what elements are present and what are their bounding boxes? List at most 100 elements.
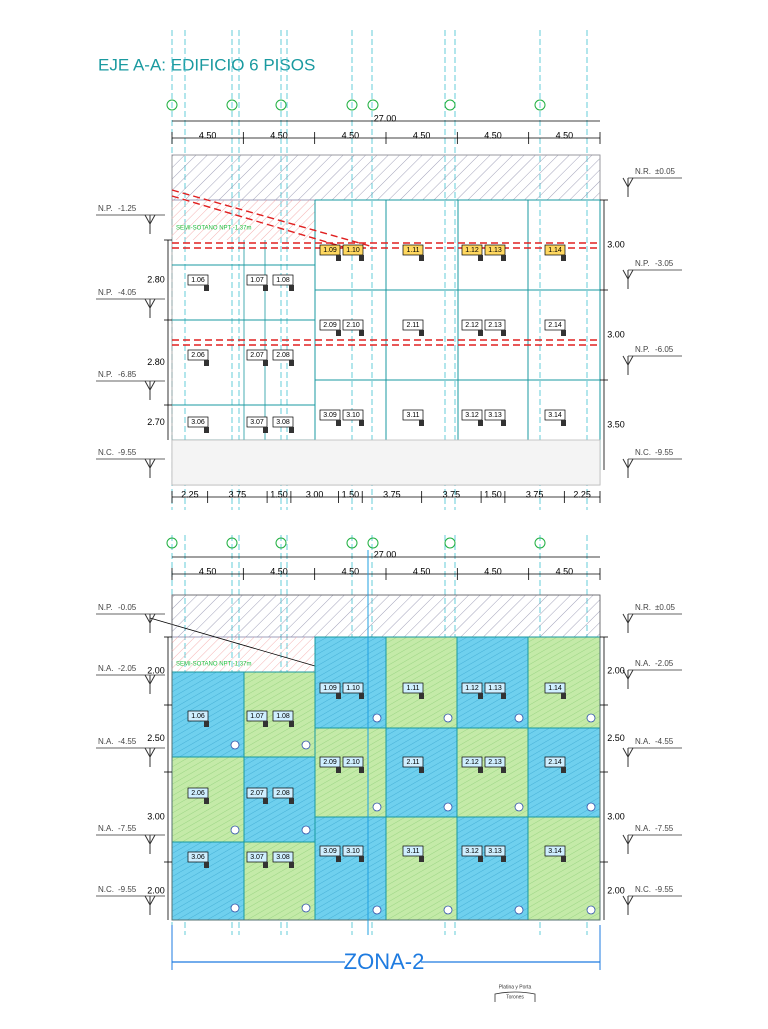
duct bbox=[372, 802, 382, 812]
dimension: 4.50 bbox=[556, 566, 574, 576]
anchor bbox=[289, 360, 294, 366]
cell-label: 3.13 bbox=[488, 848, 502, 855]
cell-label: 2.12 bbox=[465, 759, 479, 766]
level-elev: -9.55 bbox=[118, 448, 137, 457]
anchor bbox=[501, 420, 506, 426]
cell-tag bbox=[272, 416, 294, 428]
dimension: 2.00 bbox=[607, 885, 625, 895]
legend-text: Torones bbox=[506, 994, 524, 1000]
level-marker bbox=[144, 380, 156, 400]
anchor bbox=[501, 767, 506, 773]
anchor bbox=[263, 285, 268, 291]
duct bbox=[230, 903, 240, 913]
cell-tag bbox=[187, 416, 209, 428]
axis-bubble bbox=[444, 99, 456, 111]
zone-label: ZONA-2 bbox=[344, 949, 425, 974]
dimension: 3.00 bbox=[607, 239, 625, 249]
title: EJE A-A: EDIFICIO 6 PISOS bbox=[98, 55, 315, 74]
axis-bubble bbox=[166, 537, 178, 549]
anchor bbox=[359, 420, 364, 426]
roof-band bbox=[171, 154, 601, 201]
level-elev: -4.55 bbox=[118, 737, 137, 746]
cell-tag bbox=[187, 787, 209, 799]
duct bbox=[586, 802, 596, 812]
cell-label: 1.10 bbox=[346, 247, 360, 254]
level-elev: -0.05 bbox=[118, 603, 137, 612]
dimension: 3.50 bbox=[607, 419, 625, 429]
anchor bbox=[419, 856, 424, 862]
cell-label: 3.09 bbox=[323, 848, 337, 855]
cell-label: 2.12 bbox=[465, 322, 479, 329]
dimension: 4.50 bbox=[270, 130, 288, 140]
cell-tag bbox=[319, 756, 341, 768]
axis-bubble bbox=[367, 537, 379, 549]
duct bbox=[514, 802, 524, 812]
note: SEMI-SOTANO NPT -1.37m bbox=[176, 226, 251, 232]
cell-tag bbox=[319, 244, 341, 256]
anchor bbox=[289, 798, 294, 804]
level-elev: -7.55 bbox=[655, 824, 674, 833]
level-name: N.P. bbox=[635, 345, 650, 354]
level-marker bbox=[144, 214, 156, 234]
anchor bbox=[478, 767, 483, 773]
level-name: N.A. bbox=[98, 737, 114, 746]
dimension: 2.80 bbox=[147, 357, 165, 367]
cell-label: 2.08 bbox=[276, 352, 290, 359]
anchor bbox=[204, 862, 209, 868]
dimension: 4.50 bbox=[342, 566, 360, 576]
dimension: 3.00 bbox=[147, 811, 165, 821]
basement-hatch bbox=[172, 200, 315, 240]
cell-label: 1.07 bbox=[250, 277, 264, 284]
cell-tag bbox=[187, 851, 209, 863]
level-elev: -6.85 bbox=[118, 370, 137, 379]
cell-label: 2.13 bbox=[488, 759, 502, 766]
cell-label: 2.11 bbox=[406, 322, 419, 329]
cell-tag bbox=[342, 682, 364, 694]
cell-label: 2.14 bbox=[548, 322, 562, 329]
cell-tag bbox=[484, 756, 506, 768]
cell-label: 2.10 bbox=[346, 759, 360, 766]
level-name: N.C. bbox=[635, 885, 651, 894]
dimension: 4.50 bbox=[413, 566, 431, 576]
note: SEMI-SOTANO NPT -1.37m bbox=[176, 662, 251, 668]
anchor bbox=[359, 330, 364, 336]
cell-label: 3.08 bbox=[276, 419, 290, 426]
anchor bbox=[561, 255, 566, 261]
basement-hatch bbox=[172, 637, 315, 672]
cell-label: 2.06 bbox=[191, 352, 205, 359]
cell-tag bbox=[544, 409, 566, 421]
anchor bbox=[204, 360, 209, 366]
legend-box bbox=[494, 991, 536, 1002]
anchor bbox=[336, 856, 341, 862]
duct bbox=[443, 713, 453, 723]
level-marker bbox=[144, 834, 156, 854]
dimension: 4.50 bbox=[199, 566, 217, 576]
level-elev: -3.05 bbox=[655, 259, 674, 268]
cell-tag bbox=[402, 244, 424, 256]
cell-label: 3.10 bbox=[346, 412, 360, 419]
cell-tag bbox=[342, 319, 364, 331]
cell-tag bbox=[402, 845, 424, 857]
cell-tag bbox=[461, 682, 483, 694]
cell-label: 3.09 bbox=[323, 412, 337, 419]
cell-label: 2.13 bbox=[488, 322, 502, 329]
cell-tag bbox=[484, 319, 506, 331]
duct bbox=[230, 740, 240, 750]
level-elev: -9.55 bbox=[118, 885, 137, 894]
zone-block bbox=[527, 636, 601, 729]
anchor bbox=[204, 721, 209, 727]
level-marker bbox=[144, 298, 156, 318]
dimension: 3.75 bbox=[383, 489, 401, 499]
anchor bbox=[336, 330, 341, 336]
anchor bbox=[289, 427, 294, 433]
dimension: 2.50 bbox=[607, 733, 625, 743]
anchor bbox=[478, 420, 483, 426]
duct bbox=[372, 905, 382, 915]
level-name: N.P. bbox=[98, 204, 113, 213]
zone-block bbox=[385, 816, 458, 921]
level-elev: ±0.05 bbox=[655, 167, 676, 176]
axis-bubble bbox=[346, 537, 358, 549]
cell-tag bbox=[319, 409, 341, 421]
dimension: 4.50 bbox=[199, 130, 217, 140]
cell-label: 2.08 bbox=[276, 790, 290, 797]
